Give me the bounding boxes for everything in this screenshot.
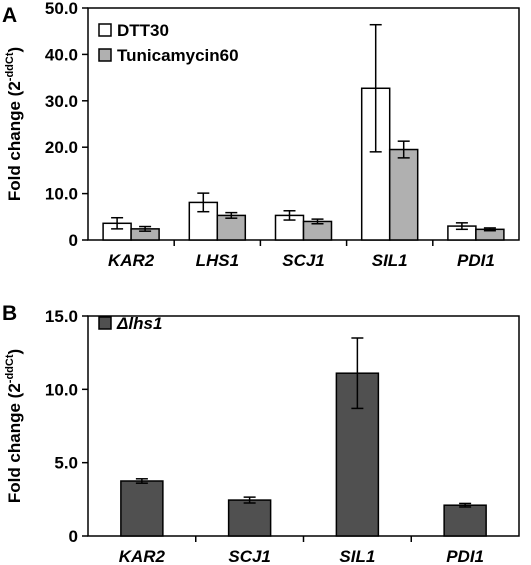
bar-kar2-0 [120,480,164,537]
y-tick-label: 30.0 [45,92,78,111]
y-tick-label: 5.0 [54,454,78,473]
y-tick-label: 10.0 [45,380,78,399]
legend-label: Δlhs1 [116,314,162,333]
panel-letter: B [2,302,17,325]
y-axis-title-end: ) [5,349,24,355]
x-category-label: KAR2 [108,251,155,270]
x-category-label: SIL1 [372,251,408,270]
x-category-label: SCJ1 [282,251,325,270]
y-tick-label: 0 [69,231,78,250]
y-axis-title-main: Fold change (2 [5,81,24,201]
y-axis-title-end: ) [5,47,24,53]
x-category-label: LHS1 [196,251,239,270]
y-tick-label: 15.0 [45,307,78,326]
y-tick-label: 0 [69,527,78,546]
y-axis-title-superscript: -ddCt [4,354,16,383]
x-category-label: SCJ1 [228,547,271,565]
bar-sil1-1 [388,148,419,241]
x-category-label: SIL1 [339,547,375,565]
y-axis-title: Fold change (2-ddCt) [4,47,24,201]
y-tick-label: 40.0 [45,45,78,64]
x-category-label: PDI1 [446,547,484,565]
bar-pdi1-0 [443,504,487,537]
legend-swatch [98,23,112,37]
plot-frame [87,7,520,241]
y-tick-label: 10.0 [45,185,78,204]
panel-letter: A [2,4,17,27]
legend-label: Tunicamycin60 [117,46,239,65]
x-category-label: PDI1 [457,251,495,270]
bar-scj1-0 [227,499,272,537]
x-category-label: KAR2 [119,547,166,565]
y-axis-title: Fold change (2-ddCt) [4,349,24,503]
legend-swatch [98,48,112,62]
y-axis-title-main: Fold change (2 [5,383,24,503]
y-tick-label: 50.0 [45,0,78,18]
legend-swatch [98,316,112,330]
bar-lhs1-1 [216,214,247,241]
panel-b: B 0 5.0 10.0 15.0 Fold change (2-ddCt) KAR2 SCJ… [2,302,520,565]
legend-label: DTT30 [117,21,169,40]
panel-a: A 0 10.0 20.0 30.0 40.0 50.0 Fold change (2-ddC… [2,0,520,270]
y-tick-label: 20.0 [45,138,78,157]
y-axis-title-superscript: -ddCt [4,52,16,81]
